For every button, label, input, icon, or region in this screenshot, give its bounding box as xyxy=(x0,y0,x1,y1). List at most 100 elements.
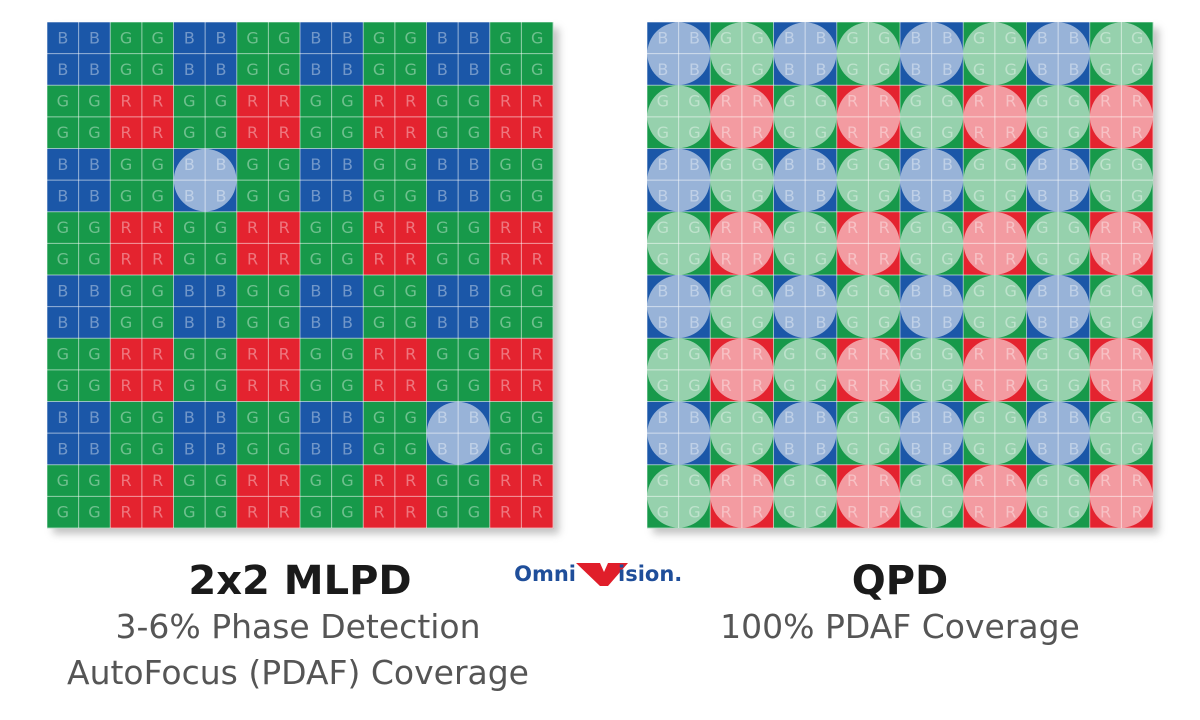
pixel xyxy=(205,243,238,276)
pixel xyxy=(489,306,522,339)
pixel xyxy=(205,338,238,371)
pixel xyxy=(78,22,111,54)
pixel-label: G xyxy=(310,503,322,522)
pixel-label: G xyxy=(151,313,163,332)
microlens xyxy=(963,401,1027,465)
pixel xyxy=(426,306,459,339)
pixel-label: G xyxy=(278,408,290,427)
pixel xyxy=(331,401,364,434)
pixel-label: G xyxy=(531,281,543,300)
pixel-label: G xyxy=(120,186,132,205)
pixel-label: G xyxy=(183,503,195,522)
microlens xyxy=(1026,22,1090,85)
pixel-label: G xyxy=(88,123,100,142)
pixel xyxy=(47,464,79,497)
microlens xyxy=(710,401,774,465)
pixel xyxy=(426,275,459,307)
pixel-label: R xyxy=(500,503,511,522)
pixel xyxy=(173,433,206,466)
pixel xyxy=(141,496,174,529)
pixel xyxy=(331,433,364,466)
pixel xyxy=(363,22,396,54)
pixel-label: B xyxy=(57,60,68,79)
pixel-label: B xyxy=(310,439,321,458)
pixel xyxy=(300,85,332,118)
microlens xyxy=(1026,85,1090,149)
pixel xyxy=(458,306,491,339)
pixel xyxy=(173,369,206,402)
pixel xyxy=(489,53,522,86)
pixel xyxy=(300,338,332,371)
pixel-label: G xyxy=(373,313,385,332)
microlens xyxy=(710,148,774,212)
pixel xyxy=(141,433,174,466)
pixel xyxy=(173,85,206,118)
pixel xyxy=(47,53,79,86)
pixel-label: B xyxy=(89,439,100,458)
pixel-label: R xyxy=(374,123,385,142)
pixel-label: R xyxy=(152,503,163,522)
microlens xyxy=(900,148,963,212)
pixel xyxy=(110,401,143,434)
pixel-label: G xyxy=(151,408,163,427)
pixel xyxy=(110,148,143,181)
microlens xyxy=(173,148,237,212)
pixel xyxy=(110,243,143,276)
pixel-label: B xyxy=(184,281,195,300)
pixel xyxy=(236,53,269,86)
pixel-label: G xyxy=(183,218,195,237)
right-subtitle: 100% PDAF Coverage xyxy=(720,607,1080,646)
pixel xyxy=(268,243,301,276)
pixel xyxy=(458,275,491,307)
pixel xyxy=(521,85,554,118)
pixel xyxy=(521,369,554,402)
pixel-label: R xyxy=(405,218,416,237)
pixel xyxy=(141,22,174,54)
microlens xyxy=(900,338,963,402)
pixel-label: G xyxy=(57,92,69,111)
pixel xyxy=(300,306,332,339)
pixel-label: G xyxy=(341,503,353,522)
pixel xyxy=(47,496,79,529)
pixel xyxy=(489,180,522,213)
pixel-label: G xyxy=(88,376,100,395)
pixel xyxy=(173,116,206,149)
pixel xyxy=(236,401,269,434)
pixel-label: G xyxy=(468,92,480,111)
pixel xyxy=(394,180,427,213)
left-title: 2x2 MLPD xyxy=(188,558,411,604)
pixel-label: G xyxy=(246,155,258,174)
pixel-label: G xyxy=(215,345,227,364)
pixel xyxy=(47,401,79,434)
pixel-label: G xyxy=(151,281,163,300)
pixel-label: G xyxy=(246,28,258,47)
pixel xyxy=(363,85,396,118)
pixel xyxy=(110,22,143,54)
pixel xyxy=(78,148,111,181)
pixel-label: G xyxy=(278,60,290,79)
microlens xyxy=(1090,275,1153,338)
microlens xyxy=(963,275,1027,338)
pixel xyxy=(521,180,554,213)
pixel xyxy=(489,85,522,118)
pixel-label: R xyxy=(152,250,163,269)
pixel xyxy=(426,53,459,86)
pixel xyxy=(78,464,111,497)
pixel-label: G xyxy=(404,439,416,458)
pixel xyxy=(205,53,238,86)
microlens xyxy=(1090,148,1153,212)
pixel xyxy=(521,148,554,181)
pixel-label: B xyxy=(215,60,226,79)
pixel-label: G xyxy=(468,123,480,142)
pixel-label: G xyxy=(246,281,258,300)
pixel xyxy=(268,369,301,402)
pixel xyxy=(363,275,396,307)
pixel xyxy=(458,85,491,118)
pixel-label: R xyxy=(279,250,290,269)
pixel-label: R xyxy=(247,503,258,522)
pixel xyxy=(205,85,238,118)
microlens xyxy=(837,85,900,149)
microlens xyxy=(963,148,1027,212)
microlens xyxy=(426,401,490,465)
pixel-label: B xyxy=(437,281,448,300)
